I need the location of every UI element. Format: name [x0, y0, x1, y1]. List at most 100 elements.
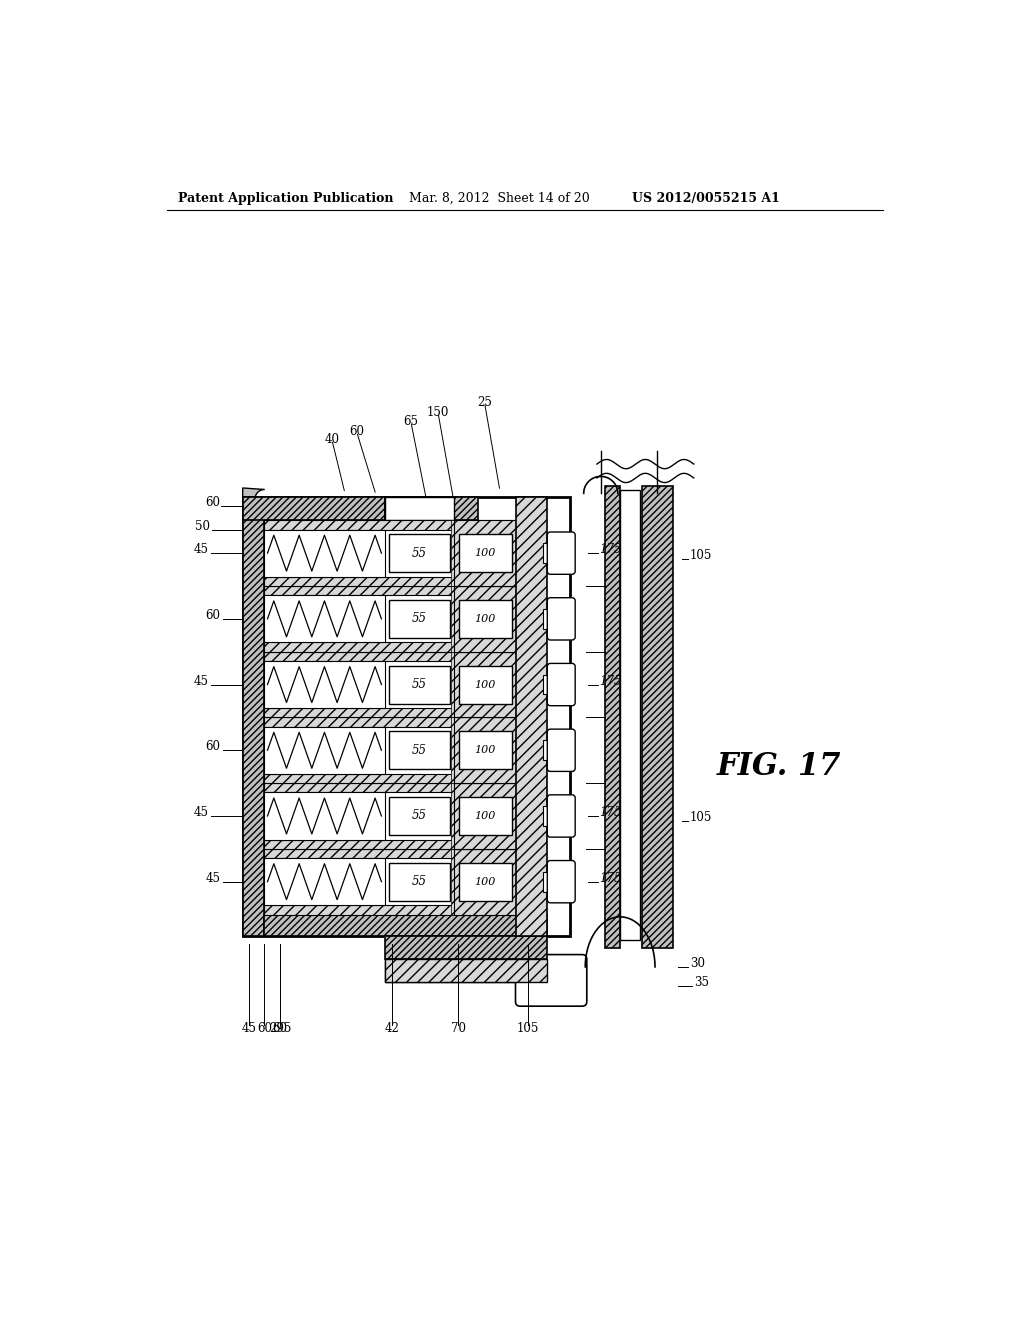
Text: 55: 55	[412, 809, 427, 822]
Bar	[385, 498, 477, 520]
Text: 60: 60	[206, 741, 221, 754]
Bar	[243, 498, 385, 520]
Text: 35: 35	[693, 977, 709, 989]
Bar	[389, 797, 450, 836]
Bar	[543, 675, 550, 694]
Bar	[452, 718, 455, 783]
Text: 55: 55	[412, 875, 427, 888]
FancyBboxPatch shape	[547, 861, 575, 903]
Bar	[264, 661, 385, 708]
Text: 100: 100	[474, 614, 496, 624]
Bar	[264, 792, 385, 840]
Polygon shape	[243, 488, 264, 499]
Text: Mar. 8, 2012  Sheet 14 of 20: Mar. 8, 2012 Sheet 14 of 20	[409, 191, 589, 205]
Text: 55: 55	[412, 743, 427, 756]
Bar	[459, 797, 512, 836]
Text: US 2012/0055215 A1: US 2012/0055215 A1	[632, 191, 779, 205]
Text: 55: 55	[412, 678, 427, 692]
Text: 45: 45	[206, 871, 221, 884]
Bar	[642, 486, 673, 948]
Text: 100: 100	[474, 680, 496, 689]
Text: 150: 150	[427, 407, 450, 418]
Bar	[389, 863, 450, 900]
Text: 175: 175	[599, 543, 622, 556]
Bar	[604, 486, 621, 948]
Bar	[543, 741, 550, 760]
FancyBboxPatch shape	[515, 954, 587, 1006]
Text: 60: 60	[206, 609, 221, 622]
Text: 65: 65	[403, 416, 419, 428]
Bar	[243, 498, 264, 936]
Bar	[621, 490, 640, 940]
Bar	[264, 774, 516, 783]
Bar	[264, 643, 516, 652]
Text: 45: 45	[195, 543, 209, 556]
FancyBboxPatch shape	[547, 664, 575, 706]
Bar	[385, 960, 516, 982]
Bar	[264, 915, 547, 936]
Bar	[264, 577, 516, 586]
Bar	[243, 498, 569, 936]
Text: 55: 55	[412, 546, 427, 560]
Text: 45: 45	[195, 675, 209, 688]
Bar	[264, 718, 516, 726]
Text: 105: 105	[517, 1023, 539, 1035]
Bar	[459, 731, 512, 770]
Text: 105: 105	[690, 549, 713, 562]
Text: 100: 100	[474, 746, 496, 755]
Bar	[389, 535, 450, 572]
Text: 45: 45	[242, 1023, 256, 1035]
Text: 100: 100	[474, 876, 496, 887]
Text: 40: 40	[325, 433, 339, 446]
Bar	[459, 665, 512, 704]
Bar	[264, 849, 516, 858]
Bar	[452, 783, 455, 849]
Text: 175: 175	[599, 675, 622, 688]
Bar	[455, 849, 516, 915]
Bar	[516, 498, 547, 936]
Bar	[455, 652, 516, 718]
Bar	[264, 906, 516, 915]
Bar	[389, 731, 450, 770]
Bar	[459, 863, 512, 900]
Bar	[543, 544, 550, 564]
Bar	[452, 586, 455, 652]
Bar	[385, 498, 455, 520]
Bar	[543, 807, 550, 826]
Text: 100: 100	[474, 548, 496, 558]
Text: 105: 105	[690, 810, 713, 824]
Text: FIG. 17: FIG. 17	[717, 751, 842, 783]
Bar	[264, 840, 516, 849]
Bar	[452, 520, 455, 586]
Bar	[264, 529, 385, 577]
FancyBboxPatch shape	[547, 598, 575, 640]
Text: 55: 55	[412, 612, 427, 626]
Text: 175: 175	[599, 807, 622, 818]
Text: 175: 175	[599, 871, 622, 884]
Text: 45: 45	[195, 807, 209, 818]
Bar	[264, 783, 516, 792]
Bar	[452, 849, 455, 915]
Bar	[455, 718, 516, 783]
Bar	[389, 665, 450, 704]
FancyBboxPatch shape	[547, 532, 575, 574]
Bar	[385, 936, 547, 960]
Bar	[264, 520, 516, 529]
Text: 60: 60	[272, 1023, 288, 1035]
Bar	[459, 599, 512, 638]
Bar	[264, 858, 385, 906]
Bar	[452, 652, 455, 718]
Bar	[455, 520, 516, 586]
Text: 100: 100	[474, 810, 496, 821]
Bar	[459, 535, 512, 572]
FancyBboxPatch shape	[547, 795, 575, 837]
Text: 60: 60	[257, 1023, 272, 1035]
Text: 30: 30	[690, 957, 705, 970]
Bar	[264, 726, 385, 774]
FancyBboxPatch shape	[547, 729, 575, 771]
Bar	[264, 595, 385, 643]
Text: 50: 50	[195, 520, 210, 532]
Bar	[455, 783, 516, 849]
Bar	[264, 708, 516, 718]
Text: 25: 25	[477, 396, 492, 409]
